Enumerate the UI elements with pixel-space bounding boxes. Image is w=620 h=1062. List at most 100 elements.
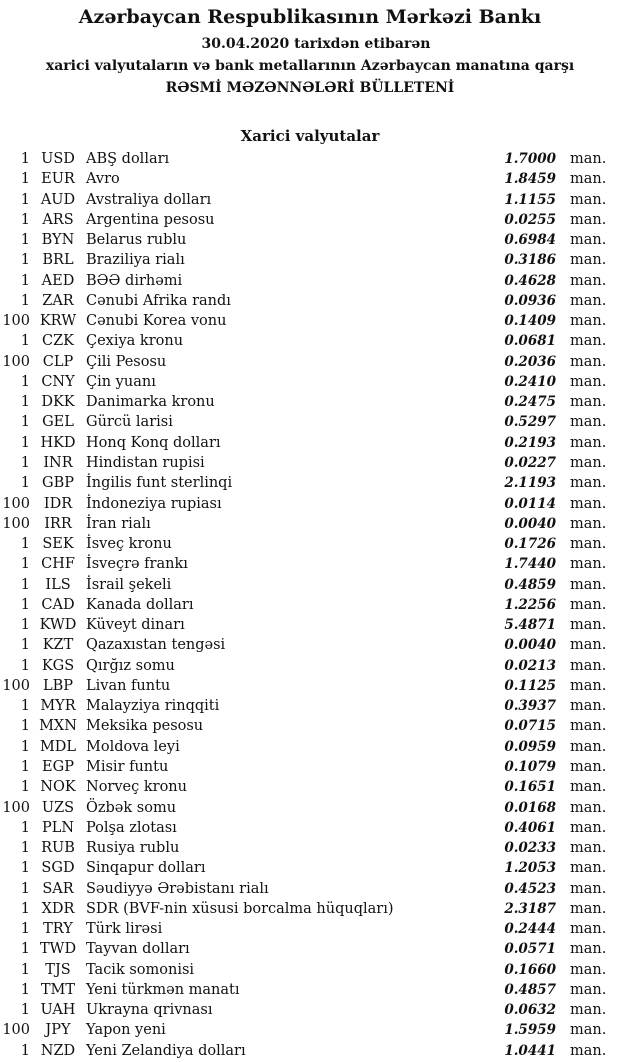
exchange-rate: 0.4628 xyxy=(504,272,556,289)
currency-name: Norveç kronu xyxy=(86,779,187,796)
rate-unit: man. xyxy=(570,1022,607,1039)
currency-amount: 1 xyxy=(20,191,30,208)
currency-amount: 1 xyxy=(20,333,30,350)
currency-amount: 100 xyxy=(2,677,30,694)
currency-amount: 100 xyxy=(2,353,30,370)
currency-amount: 1 xyxy=(20,434,30,451)
currency-amount: 1 xyxy=(20,738,30,755)
currency-row: 100 KRW Cənubi Korea vonu 0.1409 man. xyxy=(0,311,620,331)
rate-unit: man. xyxy=(570,211,607,228)
rate-unit: man. xyxy=(570,617,607,634)
rate-unit: man. xyxy=(570,1002,607,1019)
currency-amount: 1 xyxy=(20,1042,30,1059)
rate-unit: man. xyxy=(570,373,607,390)
currency-amount: 1 xyxy=(20,779,30,796)
currency-name: Çili Pesosu xyxy=(86,353,167,370)
currency-amount: 1 xyxy=(20,880,30,897)
rate-unit: man. xyxy=(570,576,607,593)
currency-name: İngilis funt sterlinqi xyxy=(86,475,233,492)
currency-row: 1 CZK Çexiya kronu 0.0681 man. xyxy=(0,331,620,351)
currency-amount: 1 xyxy=(20,900,30,917)
exchange-rate: 0.0040 xyxy=(504,637,556,654)
currency-name: Çin yuanı xyxy=(86,373,156,390)
rate-unit: man. xyxy=(570,394,607,411)
currency-name: Qazaxıstan tengəsi xyxy=(86,637,226,654)
currency-name: Cənubi Afrika randı xyxy=(86,292,231,309)
currency-code: NOK xyxy=(40,779,76,796)
currency-code: IDR xyxy=(43,495,73,512)
exchange-rate: 0.3186 xyxy=(504,252,556,269)
rate-unit: man. xyxy=(570,171,607,188)
rate-unit: man. xyxy=(570,515,607,532)
exchange-rate: 0.1125 xyxy=(504,677,556,694)
exchange-rate: 0.0040 xyxy=(504,515,556,532)
currency-table: 1 USD ABŞ dolları 1.7000 man. 1 EUR Avro 1.8459 m… xyxy=(0,149,620,1061)
rate-unit: man. xyxy=(570,333,607,350)
currency-row: 1 TWD Tayvan dolları 0.0571 man. xyxy=(0,939,620,959)
currency-name: Malayziya rinqqiti xyxy=(86,698,220,715)
exchange-rate: 0.1409 xyxy=(504,313,556,330)
currency-code: PLN xyxy=(41,819,75,836)
currency-name: İran rialı xyxy=(86,515,151,532)
exchange-rate: 1.0441 xyxy=(504,1042,556,1059)
currency-row: 1 AED BƏƏ dirhəmi 0.4628 man. xyxy=(0,271,620,291)
currency-amount: 1 xyxy=(20,819,30,836)
exchange-rate: 0.0681 xyxy=(504,333,556,350)
currency-name: Sinqapur dolları xyxy=(86,860,206,877)
currency-code: BYN xyxy=(41,232,75,249)
exchange-rate: 0.4523 xyxy=(504,880,556,897)
exchange-rate: 1.5959 xyxy=(504,1022,556,1039)
currency-code: UZS xyxy=(41,799,75,816)
currency-amount: 1 xyxy=(20,151,30,167)
currency-name: İsveç kronu xyxy=(86,536,172,553)
currency-code: UAH xyxy=(40,1002,76,1019)
exchange-rate: 2.3187 xyxy=(504,900,556,917)
currency-code: TMT xyxy=(40,981,76,998)
currency-name: Yeni türkmən manatı xyxy=(86,981,240,998)
rate-unit: man. xyxy=(570,434,607,451)
currency-row: 1 DKK Danimarka kronu 0.2475 man. xyxy=(0,392,620,412)
effective-date: 30.04.2020 tarixdən etibarən xyxy=(201,36,431,52)
currency-row: 1 TMT Yeni türkmən manatı 0.4857 man. xyxy=(0,980,620,1000)
currency-row: 1 UAH Ukrayna qrivnası 0.0632 man. xyxy=(0,1000,620,1020)
currency-row: 1 CHF İsveçrə frankı 1.7440 man. xyxy=(0,554,620,574)
exchange-rate: 0.5297 xyxy=(504,414,556,431)
currency-row: 1 TRY Türk lirəsi 0.2444 man. xyxy=(0,919,620,939)
currency-code: RUB xyxy=(41,840,75,857)
currency-amount: 100 xyxy=(2,313,30,330)
currency-code: LBP xyxy=(42,677,74,694)
rate-unit: man. xyxy=(570,718,607,735)
currency-code: TRY xyxy=(43,921,73,938)
exchange-rate: 1.2256 xyxy=(504,596,556,613)
currency-amount: 1 xyxy=(20,961,30,978)
currency-code: JPY xyxy=(45,1022,71,1039)
currency-amount: 1 xyxy=(20,414,30,431)
currency-name: Belarus rublu xyxy=(86,232,187,249)
exchange-rate: 0.2193 xyxy=(504,434,556,451)
currency-name: Avro xyxy=(86,171,120,188)
currency-code: CLP xyxy=(42,353,74,370)
exchange-rate: 0.1726 xyxy=(504,536,556,553)
rate-unit: man. xyxy=(570,454,607,471)
rate-unit: man. xyxy=(570,414,607,431)
currency-row: 1 EGP Misir funtu 0.1079 man. xyxy=(0,757,620,777)
rate-unit: man. xyxy=(570,536,607,553)
currency-code: DKK xyxy=(41,394,75,411)
currency-name: Gürcü larisi xyxy=(86,414,173,431)
currency-name: Səudiyyə Ərəbistanı rialı xyxy=(86,880,269,897)
bank-name: Azərbaycan Respublikasının Mərkəzi Bankı xyxy=(78,6,542,28)
currency-name: İndoneziya rupiası xyxy=(86,495,222,512)
currency-name: Livan funtu xyxy=(86,677,171,694)
currency-amount: 1 xyxy=(20,252,30,269)
currency-name: Özbək somu xyxy=(86,799,177,816)
rate-unit: man. xyxy=(570,1042,607,1059)
exchange-rate: 0.1079 xyxy=(504,758,556,775)
currency-code: KZT xyxy=(42,637,74,654)
currency-amount: 1 xyxy=(20,617,30,634)
subtitle: xarici valyutaların və bank metallarının… xyxy=(45,58,575,74)
currency-code: SGD xyxy=(41,860,75,877)
currency-amount: 1 xyxy=(20,556,30,573)
currency-code: XDR xyxy=(41,900,75,917)
currency-name: Yeni Zelandiya dolları xyxy=(86,1042,246,1059)
currency-row: 1 CNY Çin yuanı 0.2410 man. xyxy=(0,372,620,392)
